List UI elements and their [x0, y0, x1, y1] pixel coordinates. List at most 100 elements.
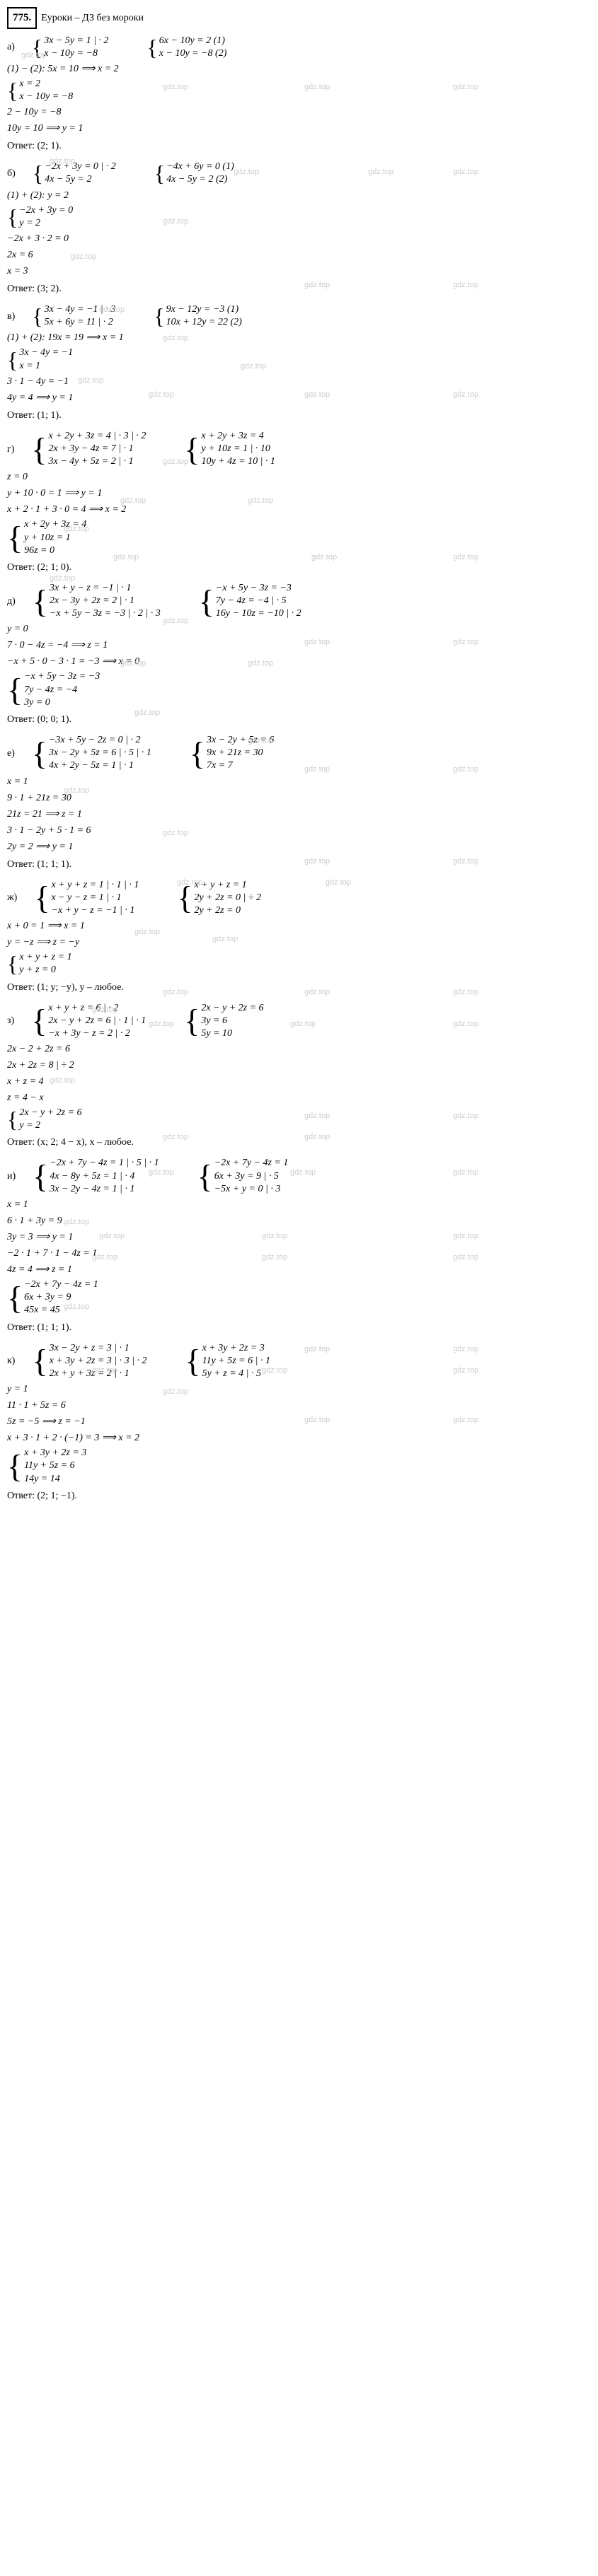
equation-line: 4x − 5y = 2: [45, 173, 116, 186]
section-letter: г): [7, 442, 14, 457]
brace-icon: {: [146, 42, 157, 53]
equation-line: 9x + 21z = 30: [207, 747, 274, 759]
work-line: −2x + 3 · 2 = 0: [7, 231, 591, 246]
equation-line: 96z = 0: [24, 544, 86, 557]
work-line: x + 2 · 1 + 3 · 0 = 4 ⟹ x = 2: [7, 502, 591, 517]
work-line: 2x − 2 + 2z = 6: [7, 1042, 591, 1056]
work-line: 2 − 10y = −8: [7, 105, 591, 120]
equation-line: x = 2: [19, 78, 73, 91]
work-line: x = 1: [7, 1197, 591, 1212]
section-letter: в): [7, 309, 15, 324]
work-line: x = 1: [7, 774, 591, 789]
equation-line: 2y + 2z = 0: [194, 904, 261, 917]
brace-icon: {: [184, 441, 200, 457]
equation-line: 11y + 5z = 6 | · 1: [202, 1355, 270, 1368]
work-line: 7 · 0 − 4z = −4 ⟹ z = 1: [7, 638, 591, 653]
equation-line: 3x − 2y + z = 3 | · 1: [50, 1342, 147, 1355]
equation-line: x + y + z = 6 | · 2: [48, 1002, 146, 1015]
equation-line: x + 3y + 2z = 3: [24, 1447, 86, 1459]
work-line: 4y = 4 ⟹ y = 1: [7, 390, 591, 405]
work-line: 3 · 1 − 2y + 5 · 1 = 6: [7, 823, 591, 838]
equation-line: 6x + 3y = 9 | · 5: [214, 1170, 289, 1183]
brace-icon: {: [7, 211, 18, 223]
work-line: −2 · 1 + 7 · 1 − 4z = 1: [7, 1246, 591, 1261]
equation-line: x = 1: [19, 360, 73, 373]
equation-line: 3x − 4y = −1: [19, 346, 73, 359]
section-letter: з): [7, 1013, 14, 1028]
equation-line: x + y + z = 1: [19, 951, 71, 964]
equation-line: 5x + 6y = 11 | · 2: [45, 316, 116, 329]
section-letter: а): [7, 40, 15, 54]
equation-line: −4x + 6y = 0 (1): [166, 161, 234, 173]
header-text: Еуроки – ДЗ без мороки: [41, 11, 144, 25]
equation-line: −2x + 7y − 4z = 1: [24, 1278, 98, 1291]
equation-line: 4x + 2y − 5z = 1 | · 1: [49, 759, 151, 772]
equation-line: 3x − 4y = −1 | · 3: [45, 303, 116, 316]
equation-line: 11y + 5z = 6: [24, 1459, 86, 1472]
answer-line: Ответ: (1; 1).: [7, 408, 591, 423]
equation-line: x + 3y + 2z = 3: [202, 1342, 270, 1355]
brace-icon: {: [7, 1290, 23, 1306]
answer-line: Ответ: (2; 1).: [7, 139, 591, 153]
equation-line: 3y = 6: [201, 1015, 263, 1027]
equation-line: 2x − y + 2z = 6: [19, 1107, 81, 1119]
brace-icon: {: [7, 354, 18, 366]
equation-line: y + 10z = 1 | · 10: [202, 443, 275, 455]
work-line: 2x + 2z = 8 | ÷ 2: [7, 1058, 591, 1073]
equation-line: 14y = 14: [24, 1473, 86, 1486]
brace-icon: {: [154, 168, 165, 179]
answer-line: Ответ: (3; 2).: [7, 281, 591, 296]
work-line: 21z = 21 ⟹ z = 1: [7, 807, 591, 822]
equation-line: 3y = 0: [24, 697, 100, 709]
work-line: −x + 5 · 0 − 3 · 1 = −3 ⟹ x = 0: [7, 654, 591, 669]
brace-icon: {: [32, 745, 47, 762]
equation-line: 4x − 8y + 5z = 1 | · 4: [50, 1170, 159, 1183]
work-line: x + 3 · 1 + 2 · (−1) = 3 ⟹ x = 2: [7, 1430, 591, 1445]
equation-line: x + 2y + 3z = 4: [202, 430, 275, 443]
equation-line: 3x − 4y + 5z = 2 | · 1: [49, 455, 146, 468]
work-line: y = 1: [7, 1382, 591, 1397]
brace-icon: {: [7, 958, 18, 969]
brace-icon: {: [33, 593, 48, 610]
section-letter: ж): [7, 890, 17, 905]
brace-icon: {: [190, 745, 205, 762]
equation-line: 3x − 2y + 5z = 6: [207, 734, 274, 747]
work-line: 5z = −5 ⟹ z = −1: [7, 1414, 591, 1429]
brace-icon: {: [33, 1168, 48, 1184]
work-line: z = 0: [7, 470, 591, 484]
work-line: 10y = 10 ⟹ y = 1: [7, 121, 591, 136]
equation-line: 10y + 4z = 10 | · 1: [202, 455, 275, 468]
work-line: x + 0 = 1 ⟹ x = 1: [7, 919, 591, 933]
brace-icon: {: [31, 1013, 47, 1029]
equation-line: −5x + y = 0 | · 3: [214, 1183, 289, 1196]
equation-line: y = 2: [19, 1119, 81, 1132]
work-line: (1) − (2): 5x = 10 ⟹ x = 2: [7, 62, 591, 76]
equation-line: y + 10z = 1: [24, 532, 86, 544]
work-line: (1) + (2): y = 2: [7, 188, 591, 203]
equation-line: −2x + 7y − 4z = 1 | · 5 | · 1: [50, 1157, 159, 1170]
equation-line: 7y − 4z = −4: [24, 684, 100, 697]
brace-icon: {: [185, 1353, 200, 1369]
section-letter: е): [7, 746, 15, 761]
brace-icon: {: [34, 890, 50, 906]
work-line: 2x = 6: [7, 247, 591, 262]
brace-icon: {: [199, 593, 214, 610]
brace-icon: {: [154, 310, 164, 322]
equation-line: −x + 3y − z = 2 | · 2: [48, 1027, 146, 1040]
brace-icon: {: [7, 682, 23, 698]
work-line: x = 3: [7, 264, 591, 279]
brace-icon: {: [31, 441, 47, 457]
answer-line: Ответ: (1; 1; 1).: [7, 857, 591, 872]
equation-line: −x + 5y − 3z = −3: [24, 670, 100, 683]
equation-line: y = 2: [19, 217, 73, 230]
equation-line: 2x − y + 2z = 6 | · 1 | · 1: [48, 1015, 146, 1027]
work-line: 11 · 1 + 5z = 6: [7, 1398, 591, 1413]
brace-icon: {: [197, 1168, 213, 1184]
equation-line: 6x − 10y = 2 (1): [159, 35, 227, 47]
equation-line: 7x = 7: [207, 759, 274, 772]
brace-icon: {: [184, 1013, 200, 1029]
work-line: 3y = 3 ⟹ y = 1: [7, 1230, 591, 1245]
work-line: z = 4 − x: [7, 1090, 591, 1105]
equation-line: x + 2y + 3z = 4 | · 3 | · 2: [49, 430, 146, 443]
work-line: x + z = 4: [7, 1074, 591, 1089]
